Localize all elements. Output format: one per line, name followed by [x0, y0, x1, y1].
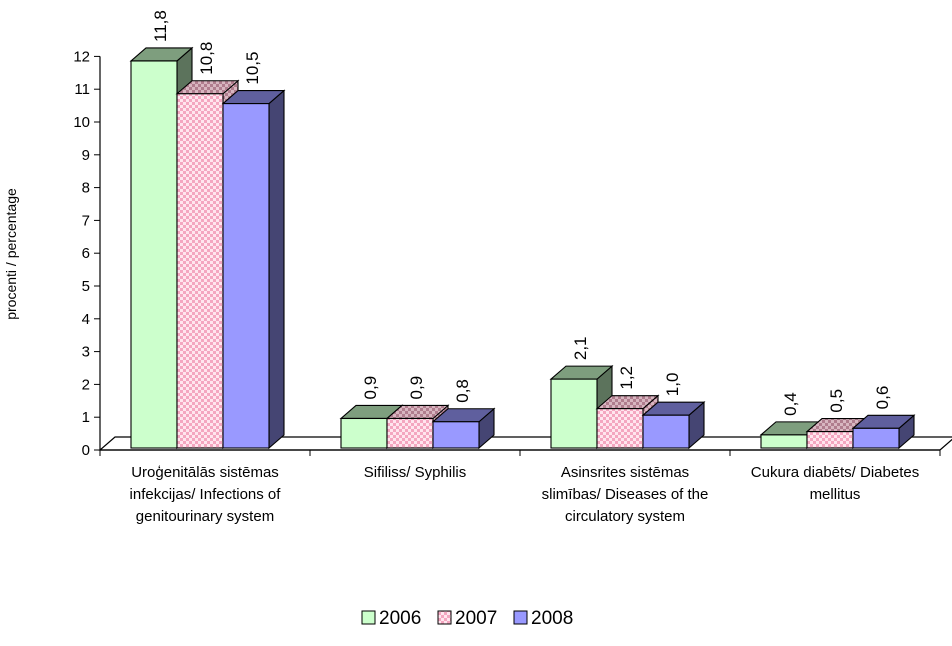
y-axis-title: procenti / percentage — [3, 188, 19, 320]
y-tick-label: 5 — [82, 278, 90, 295]
bar-front — [596, 408, 644, 449]
x-category-label: Cukura diabēts/ Diabetes mellitus — [751, 464, 919, 503]
legend-swatch-2006 — [361, 610, 376, 625]
y-tick-label: 0 — [82, 442, 90, 459]
bar-front — [760, 434, 808, 449]
y-tick-label: 7 — [82, 212, 90, 229]
bar-value-label: 1,2 — [617, 366, 636, 390]
bar-front — [852, 427, 900, 449]
y-tick-label: 11 — [74, 81, 90, 98]
x-category-label: Sifiliss/ Syphilis — [364, 464, 467, 481]
legend: 2006 2007 2008 — [361, 608, 573, 629]
bar-value-label: 0,9 — [361, 376, 380, 400]
y-tick-label: 1 — [82, 409, 90, 426]
y-tick-label: 3 — [82, 344, 90, 361]
bar-front — [432, 421, 480, 449]
bar-value-label: 0,8 — [453, 379, 472, 403]
x-category-label: Asinsrites sistēmas slimības/ Diseases of… — [542, 464, 709, 525]
y-tick-label: 4 — [82, 311, 90, 328]
legend-label-2007: 2007 — [455, 608, 497, 629]
bar-front — [130, 60, 178, 449]
legend-swatch-2008 — [513, 610, 528, 625]
bar-value-label: 0,6 — [873, 386, 892, 410]
bar-value-label: 11,8 — [151, 10, 170, 42]
bar-front — [340, 417, 388, 449]
bar-2008 — [221, 89, 286, 450]
bar-2008 — [641, 400, 706, 450]
bar-value-label: 10,5 — [243, 52, 262, 85]
bar-value-label: 1,0 — [663, 373, 682, 397]
bar-value-label: 2,1 — [571, 336, 590, 360]
bar-2008 — [851, 414, 916, 450]
bar-value-label: 10,8 — [197, 42, 216, 75]
bar-value-label: 0,9 — [407, 376, 426, 400]
y-tick-label: 12 — [73, 48, 90, 65]
bar-2008 — [431, 407, 496, 450]
y-tick-label: 9 — [82, 147, 90, 164]
bar-side — [268, 89, 285, 450]
bar-front — [642, 414, 690, 449]
legend-label-2008: 2008 — [531, 608, 573, 629]
bar-front — [222, 103, 270, 449]
bar-value-label: 0,5 — [827, 389, 846, 413]
y-tick-label: 8 — [82, 180, 90, 197]
legend-swatch-2007 — [437, 610, 452, 625]
bar-value-label: 0,4 — [781, 392, 800, 416]
bar-front — [806, 431, 854, 449]
x-category-label: Uroģenitālās sistēmas infekcijas/ Infecti… — [130, 464, 282, 525]
y-tick-label: 6 — [82, 245, 90, 262]
y-tick-label: 2 — [82, 376, 90, 393]
legend-label-2006: 2006 — [379, 608, 421, 629]
bar-front — [386, 417, 434, 449]
y-tick-label: 10 — [73, 114, 90, 131]
bar-front — [550, 378, 598, 449]
bar-front — [176, 93, 224, 449]
